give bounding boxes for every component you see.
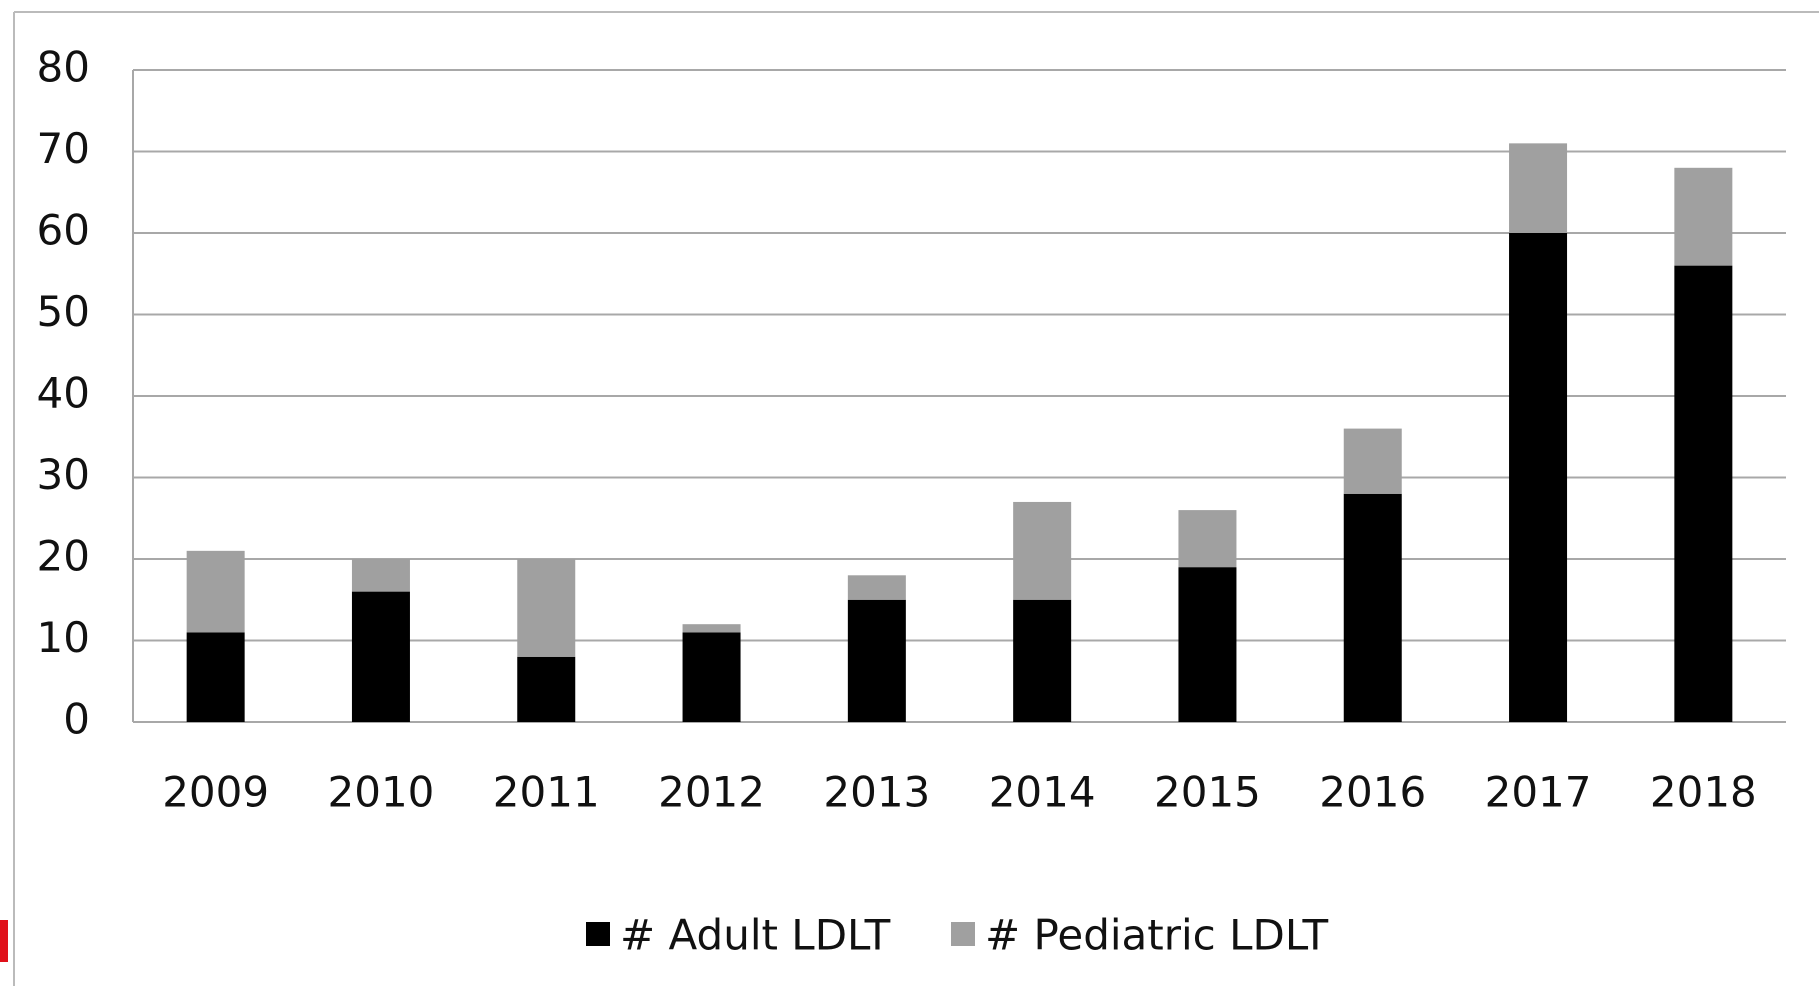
y-tick-label: 20 — [37, 532, 90, 581]
bar-segment — [1343, 493, 1402, 722]
bar-segment — [682, 632, 741, 722]
bar-segment — [1674, 265, 1733, 722]
x-tick-label: 2014 — [989, 768, 1096, 817]
y-tick-label: 30 — [37, 450, 90, 499]
legend-label: # Adult LDLT — [620, 911, 891, 960]
y-tick-label: 10 — [37, 613, 90, 662]
x-tick-label: 2011 — [493, 768, 600, 817]
legend-swatch — [586, 922, 610, 946]
bar-segment — [517, 559, 576, 657]
bar-segment — [847, 599, 906, 722]
legend-swatch — [951, 922, 975, 946]
y-tick-label: 40 — [37, 369, 90, 418]
bar-segment — [1509, 233, 1568, 722]
y-tick-label: 0 — [63, 695, 90, 744]
x-tick-label: 2009 — [162, 768, 269, 817]
bar-segment — [186, 632, 245, 722]
bar-segment — [847, 575, 906, 600]
y-tick-label: 80 — [37, 43, 90, 92]
x-tick-label: 2017 — [1485, 768, 1592, 817]
bar-segment — [682, 624, 741, 633]
x-tick-label: 2013 — [823, 768, 930, 817]
x-tick-label: 2015 — [1154, 768, 1261, 817]
legend-label: # Pediatric LDLT — [985, 911, 1328, 960]
edge-marker — [0, 920, 8, 962]
bar-segment — [1178, 567, 1237, 722]
y-tick-label: 60 — [37, 206, 90, 255]
bar-segment — [1178, 510, 1237, 568]
bar-segment — [1509, 143, 1568, 233]
bar-segment — [186, 550, 245, 633]
x-tick-label: 2012 — [658, 768, 765, 817]
x-tick-label: 2016 — [1319, 768, 1426, 817]
bar-segment — [1013, 501, 1072, 600]
bar-segment — [1013, 599, 1072, 722]
y-tick-label: 70 — [37, 124, 90, 173]
x-tick-label: 2010 — [328, 768, 435, 817]
bar-segment — [517, 656, 576, 722]
bar-segment — [351, 559, 410, 592]
bar-segment — [351, 591, 410, 722]
y-tick-label: 50 — [37, 287, 90, 336]
bar-segment — [1343, 428, 1402, 494]
bar-segment — [1674, 167, 1733, 266]
x-tick-label: 2018 — [1650, 768, 1757, 817]
